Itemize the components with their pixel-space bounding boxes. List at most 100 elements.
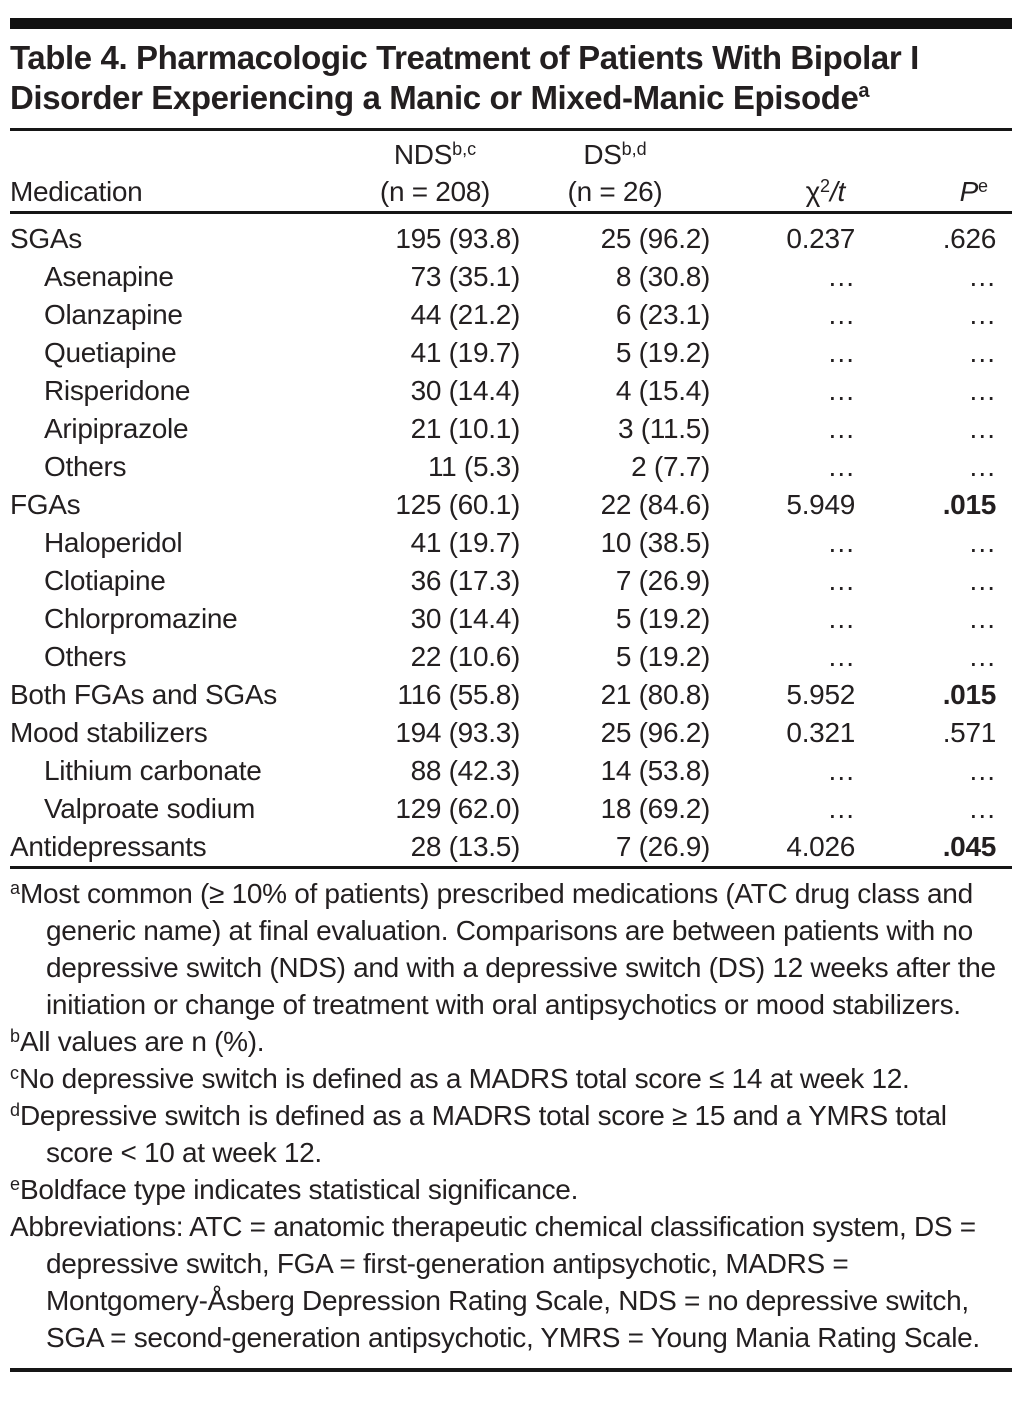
footnote-marker: d: [10, 1100, 21, 1120]
col-header-chi-squared-t: χ2/t: [710, 171, 855, 214]
table-body: SGAs 195 (93.8) 25 (96.2) 0.237 .626 Asenapin…: [10, 213, 1012, 867]
chi-squared-t-cell: …: [827, 261, 855, 292]
table-row: Mood stabilizers 194 (93.3) 25 (96.2) 0.321…: [10, 714, 1012, 752]
table-row: Others 11 (5.3) 2 (7.7)……: [10, 448, 1012, 486]
nds-value-cell: 73 (35.1): [410, 261, 521, 292]
table-row: Antidepressants 28 (13.5) 7 (26.9) 4.026 .04…: [10, 828, 1012, 866]
ds-value-cell: 25 (96.2): [600, 717, 711, 748]
col-header-ds: DSb,d: [520, 131, 710, 171]
table-figure: Table 4. Pharmacologic Treatment of Pati…: [10, 0, 1012, 1419]
p-value-cell: .015: [942, 489, 997, 520]
p-value-cell: …: [968, 451, 996, 482]
p-value-cell: .015: [942, 679, 997, 710]
footnote-text: Boldface type indicates statistical sign…: [20, 1174, 579, 1205]
p-footnote-marker: e: [977, 176, 988, 196]
medication-cell: Quetiapine: [44, 337, 177, 368]
table-row: Both FGAs and SGAs 116 (55.8) 21 (80.8) 5.9…: [10, 676, 1012, 714]
p-value-cell: …: [968, 337, 996, 368]
medication-cell: FGAs: [10, 489, 81, 520]
medication-cell: Clotiapine: [44, 565, 166, 596]
p-value-cell: …: [968, 413, 996, 444]
ds-footnote-marker: b,d: [621, 139, 647, 159]
ds-value-cell: 25 (96.2): [600, 223, 711, 254]
col-header-ds-n: (n = 26): [520, 171, 710, 214]
table-row: Chlorpromazine 30 (14.4) 5 (19.2)……: [10, 600, 1012, 638]
p-value-cell: …: [968, 603, 996, 634]
chi-squared-t-cell: 5.952: [786, 679, 855, 710]
chi-squared-t-cell: …: [827, 413, 855, 444]
footnote-text: No depressive switch is defined as a MAD…: [19, 1063, 910, 1094]
chi-squared-t-cell: …: [827, 451, 855, 482]
footnotes: aMost common (≥ 10% of patients) prescri…: [10, 875, 1012, 1356]
chi-exponent: 2: [820, 176, 831, 196]
medication-cell: Aripiprazole: [44, 413, 189, 444]
nds-value-cell: 30 (14.4): [410, 603, 521, 634]
footnote: cNo depressive switch is defined as a MA…: [10, 1060, 1012, 1097]
table-row: Aripiprazole 21 (10.1) 3 (11.5)……: [10, 410, 1012, 448]
medication-cell: Others: [44, 641, 127, 672]
nds-value-cell: 125 (60.1): [395, 489, 520, 520]
header-spacer: [10, 131, 350, 171]
p-value-cell: .045: [942, 831, 997, 862]
ds-value-cell: 6 (23.1): [615, 299, 710, 330]
nds-value-cell: 11 (5.3): [427, 451, 520, 482]
ds-value-cell: 7 (26.9): [615, 565, 710, 596]
col-header-medication: Medication: [10, 171, 350, 214]
ds-value-cell: 14 (53.8): [600, 755, 711, 786]
p-value-cell: …: [968, 755, 996, 786]
top-bar-rule: [10, 18, 1012, 29]
chi-squared-t-cell: …: [827, 527, 855, 558]
ds-value-cell: 5 (19.2): [615, 337, 710, 368]
p-value-cell: …: [968, 641, 996, 672]
nds-footnote-marker: b,c: [452, 139, 477, 159]
header-row-columns: Medication (n = 208) (n = 26) χ2/t Pe: [10, 171, 1012, 214]
table-row: SGAs 195 (93.8) 25 (96.2) 0.237 .626: [10, 213, 1012, 259]
chi-symbol: χ: [805, 176, 821, 207]
title-divider: [10, 128, 1012, 131]
chi-squared-t-cell: 5.949: [786, 489, 855, 520]
nds-value-cell: 22 (10.6): [410, 641, 521, 672]
chi-squared-t-cell: …: [827, 337, 855, 368]
table-row: Risperidone 30 (14.4) 4 (15.4)……: [10, 372, 1012, 410]
chi-squared-t-cell: …: [827, 375, 855, 406]
footnote: aMost common (≥ 10% of patients) prescri…: [10, 875, 1012, 1023]
header-spacer: [710, 131, 855, 171]
nds-value-cell: 194 (93.3): [395, 717, 520, 748]
nds-label: NDS: [393, 139, 453, 170]
nds-value-cell: 41 (19.7): [410, 337, 521, 368]
table-row: Quetiapine 41 (19.7) 5 (19.2) … …: [10, 334, 1012, 372]
ds-value-cell: 3 (11.5): [617, 413, 710, 444]
chi-squared-t-cell: 0.321: [786, 717, 855, 748]
nds-value-cell: 28 (13.5): [410, 831, 521, 862]
chi-squared-t-cell: …: [827, 793, 855, 824]
table-row: Clotiapine 36 (17.3) 7 (26.9)……: [10, 562, 1012, 600]
chi-squared-t-cell: …: [827, 641, 855, 672]
nds-value-cell: 116 (55.8): [397, 679, 520, 710]
col-header-nds: NDSb,c: [350, 131, 520, 171]
medication-cell: Both FGAs and SGAs: [10, 679, 277, 710]
chi-squared-t-cell: …: [827, 565, 855, 596]
p-value-cell: .571: [942, 717, 997, 748]
footnote-text: Abbreviations: ATC = anatomic therapeuti…: [10, 1211, 980, 1353]
table-row: Olanzapine 44 (21.2) 6 (23.1)……: [10, 296, 1012, 334]
table-row: Valproate sodium 129 (62.0) 18 (69.2)……: [10, 790, 1012, 828]
bottom-divider: [10, 1368, 1012, 1372]
ds-value-cell: 22 (84.6): [600, 489, 711, 520]
medication-cell: Haloperidol: [44, 527, 183, 558]
title-footnote-marker: a: [858, 80, 870, 102]
p-value-cell: …: [968, 565, 996, 596]
footnote-marker: e: [10, 1174, 21, 1194]
nds-value-cell: 129 (62.0): [395, 793, 520, 824]
col-header-p-value: Pe: [855, 171, 1012, 214]
abbreviations-note: Abbreviations: ATC = anatomic therapeuti…: [10, 1208, 1012, 1356]
nds-value-cell: 44 (21.2): [410, 299, 521, 330]
p-value-cell: …: [968, 299, 996, 330]
table-row: Others 22 (10.6) 5 (19.2)……: [10, 638, 1012, 676]
title-line-2: Disorder Experiencing a Manic or Mixed-M…: [10, 79, 859, 116]
t-symbol: /t: [830, 176, 845, 207]
footnote: eBoldface type indicates statistical sig…: [10, 1171, 1012, 1208]
medication-cell: Antidepressants: [10, 831, 207, 862]
table-divider: [10, 866, 1012, 869]
footnote: dDepressive switch is defined as a MADRS…: [10, 1097, 1012, 1171]
col-header-nds-n: (n = 208): [350, 171, 520, 214]
